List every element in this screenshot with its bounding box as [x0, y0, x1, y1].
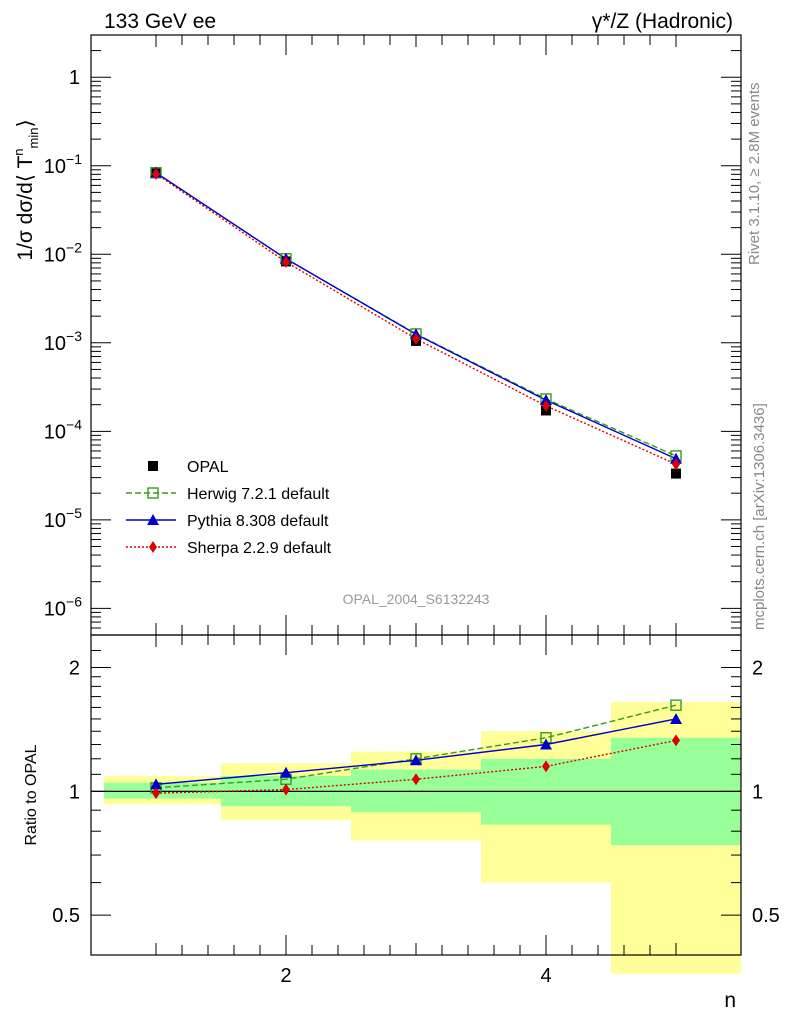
- ratio-point-sherpa: [412, 773, 420, 786]
- legend-marker-herwig: [147, 487, 159, 499]
- legend: OPAL Herwig 7.2.1 default Pythia 8.308 def…: [126, 459, 332, 557]
- ratio-point-sherpa: [152, 787, 160, 800]
- y-tick-label: 1: [69, 67, 80, 89]
- x-axis-label: n: [724, 989, 736, 1012]
- point-data: [671, 468, 681, 479]
- ratio-band-inner: [104, 782, 221, 799]
- legend-label-herwig: Herwig 7.2.1 default: [187, 486, 330, 503]
- ratio-point-pythia: [280, 766, 292, 778]
- series-line-herwig: [155, 172, 677, 457]
- y-tick-label: 10−5: [44, 505, 82, 532]
- x-tick-label: 2: [280, 965, 291, 987]
- series-line-pythia: [155, 172, 677, 460]
- legend-marker-data: [148, 461, 158, 471]
- y-axis-label: 1/σ dσ/d⟨ Tnmin⟩: [11, 119, 41, 260]
- y-tick-label: 10−6: [44, 593, 82, 620]
- ratio-y-tick-label: 1: [69, 781, 80, 803]
- main-plot-panel: 1 10−1 10−2 10−3 10−4 10−5 10−6 1/σ dσ/d⟨ Tnmin…: [11, 34, 742, 636]
- y-tick-label: 10−4: [44, 416, 82, 443]
- point-pythia: [540, 394, 552, 406]
- ratio-plot-panel: 2 4 n 0.5 0.5 1 1 2 2 Ratio to OPAL: [23, 634, 780, 1012]
- header-left: 133 GeV ee: [104, 10, 216, 33]
- rivet-label: Rivet 3.1.10, ≥ 2.8M events: [746, 83, 763, 266]
- point-sherpa: [282, 255, 290, 268]
- ratio-y-tick-label: 2: [69, 658, 80, 680]
- ratio-point-sherpa: [282, 783, 290, 796]
- ratio-y-tick-label-right: 0.5: [752, 905, 780, 927]
- ratio-point-herwig: [670, 699, 682, 711]
- point-sherpa: [412, 332, 420, 345]
- legend-marker-pythia: [147, 514, 159, 525]
- header-right: γ*/Z (Hadronic): [592, 10, 733, 33]
- x-tick-label: 4: [540, 965, 551, 987]
- analysis-watermark: OPAL_2004_S6132243: [343, 591, 490, 607]
- ratio-point-pythia: [670, 712, 682, 724]
- ratio-y-tick-label: 0.5: [52, 905, 80, 927]
- point-sherpa: [672, 458, 680, 471]
- ratio-point-sherpa: [672, 734, 680, 747]
- ratio-y-tick-label-right: 2: [752, 658, 763, 680]
- legend-label-data: OPAL: [187, 459, 229, 476]
- ratio-point-pythia: [150, 778, 162, 790]
- series-line-sherpa: [155, 173, 677, 465]
- legend-marker-sherpa: [149, 541, 157, 553]
- legend-label-pythia: Pythia 8.308 default: [187, 513, 329, 530]
- ratio-point-pythia: [410, 754, 422, 766]
- y-tick-label: 10−2: [44, 239, 82, 266]
- mcplots-label: mcplots.cern.ch [arXiv:1306.3436]: [751, 403, 768, 630]
- ratio-y-axis-label: Ratio to OPAL: [23, 744, 40, 845]
- y-tick-label: 10−1: [44, 151, 82, 178]
- y-tick-label: 10−3: [44, 328, 82, 355]
- ratio-y-tick-label-right: 1: [752, 781, 763, 803]
- ratio-point-pythia: [540, 738, 552, 750]
- legend-label-sherpa: Sherpa 2.2.9 default: [187, 540, 332, 557]
- ratio-point-sherpa: [542, 760, 550, 773]
- point-sherpa: [152, 167, 160, 180]
- point-sherpa: [542, 399, 550, 412]
